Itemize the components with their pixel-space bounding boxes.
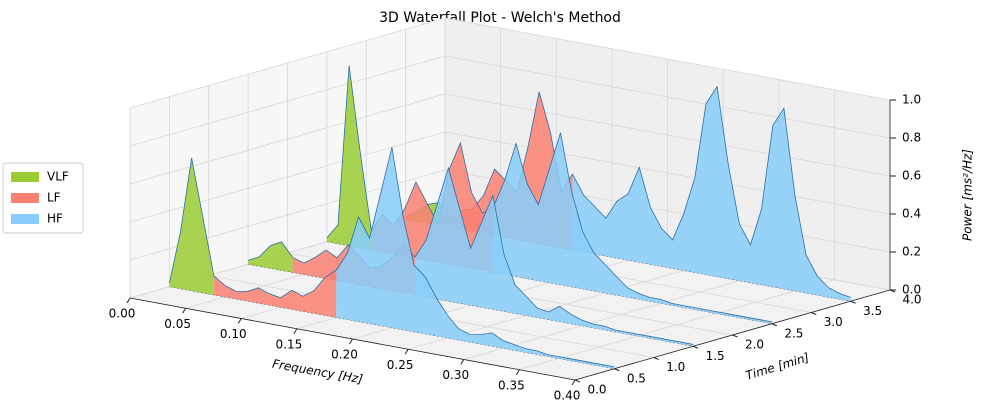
grid-line: [444, 17, 891, 101]
band-area: [493, 132, 772, 324]
x-tick-label: 0.30: [442, 368, 469, 382]
x-tick: [460, 359, 465, 365]
grid-line: [129, 131, 446, 223]
x-tick-label: 0.40: [554, 389, 581, 400]
z-axis-label: Power [ms²/Hz]: [961, 149, 975, 241]
y-tick-label: 0.5: [627, 371, 646, 385]
z-tick-label: 0.0: [902, 283, 921, 297]
band-outline: [169, 157, 215, 283]
grid-line: [444, 55, 891, 139]
y-tick-label: 1.0: [666, 360, 685, 374]
band-area: [248, 241, 293, 273]
x-tick-label: 0.35: [498, 378, 525, 392]
y-tick: [850, 300, 856, 304]
band-outline: [335, 147, 615, 368]
band-area: [572, 86, 851, 302]
y-tick-label: 1.5: [706, 349, 725, 363]
x-tick: [293, 328, 298, 335]
x-tick: [237, 318, 242, 324]
x-tick: [515, 369, 520, 376]
grid-line: [129, 93, 446, 185]
band-area: [415, 168, 694, 347]
y-tick-label: 3.0: [824, 315, 843, 329]
y-tick: [653, 357, 659, 360]
band-area: [169, 157, 214, 295]
band-area: [326, 65, 372, 250]
z-tick-label: 1.0: [902, 93, 921, 107]
y-tick-label: 4.0: [902, 293, 921, 307]
z-tick-label: 0.8: [902, 131, 921, 145]
grid-line: [129, 17, 446, 109]
legend-swatch: [11, 193, 39, 203]
y-tick: [614, 368, 620, 372]
band-outline: [572, 85, 851, 298]
y-axis-label: Time [min]: [744, 350, 811, 383]
y-tick: [732, 334, 738, 338]
grid-line: [129, 55, 446, 147]
y-tick-label: 2.5: [784, 326, 803, 340]
x-tick: [571, 379, 576, 386]
x-tick-label: 0.25: [387, 358, 414, 372]
x-tick: [404, 348, 409, 355]
band-outline: [326, 65, 372, 239]
y-tick-label: 3.5: [863, 304, 882, 318]
band-outline: [247, 241, 293, 261]
x-tick-label: 0.20: [331, 348, 358, 362]
x-tick: [349, 338, 353, 345]
x-tick-label: 0.10: [220, 327, 247, 341]
chart-title: 3D Waterfall Plot - Welch's Method: [379, 10, 621, 26]
z-tick-label: 0.6: [902, 169, 921, 183]
legend-label: VLF: [47, 170, 69, 184]
z-tick-label: 0.4: [902, 207, 921, 221]
x-tick-label: 0.00: [109, 307, 136, 321]
legend-swatch: [11, 172, 39, 182]
x-tick-label: 0.15: [276, 337, 303, 351]
legend-label: HF: [47, 212, 63, 226]
y-tick: [574, 379, 581, 383]
legend-swatch: [11, 214, 39, 224]
band-outline: [213, 269, 337, 299]
x-tick: [182, 307, 187, 314]
x-tick: [126, 297, 131, 304]
legend-label: LF: [47, 191, 61, 205]
y-tick-label: 2.0: [745, 338, 764, 352]
grid-line: [444, 93, 891, 177]
band-area: [336, 147, 615, 369]
y-tick-label: 0.0: [587, 383, 606, 397]
band-outline: [414, 166, 694, 345]
z-tick-label: 0.2: [902, 245, 921, 259]
y-tick: [692, 345, 699, 349]
grid-line: [444, 131, 891, 215]
x-tick-label: 0.05: [164, 317, 191, 331]
band-area: [213, 270, 337, 318]
band-outline: [493, 132, 772, 323]
y-tick: [771, 323, 778, 327]
y-tick: [811, 312, 817, 315]
